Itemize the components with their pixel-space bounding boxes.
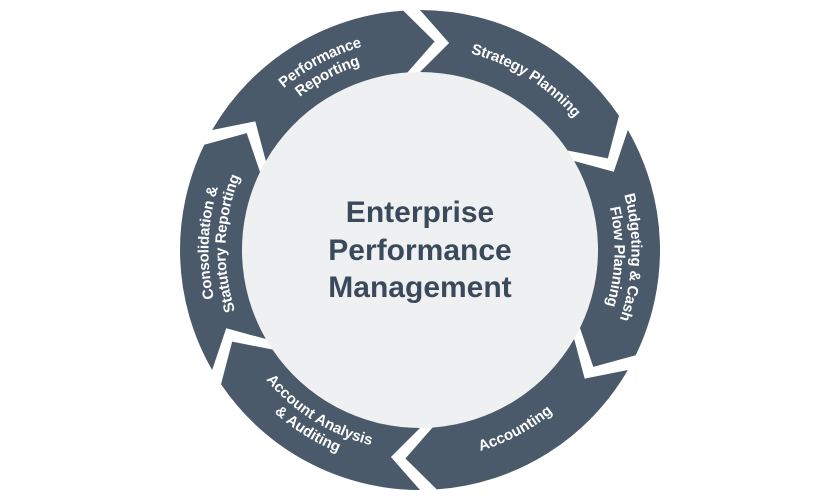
title-line-2: Performance <box>328 231 511 269</box>
title-line-1: Enterprise <box>328 194 511 232</box>
epm-cycle-diagram: PerformanceReportingStrategy PlanningBud… <box>170 0 670 500</box>
center-title: Enterprise Performance Management <box>328 194 511 307</box>
title-line-3: Management <box>328 269 511 307</box>
